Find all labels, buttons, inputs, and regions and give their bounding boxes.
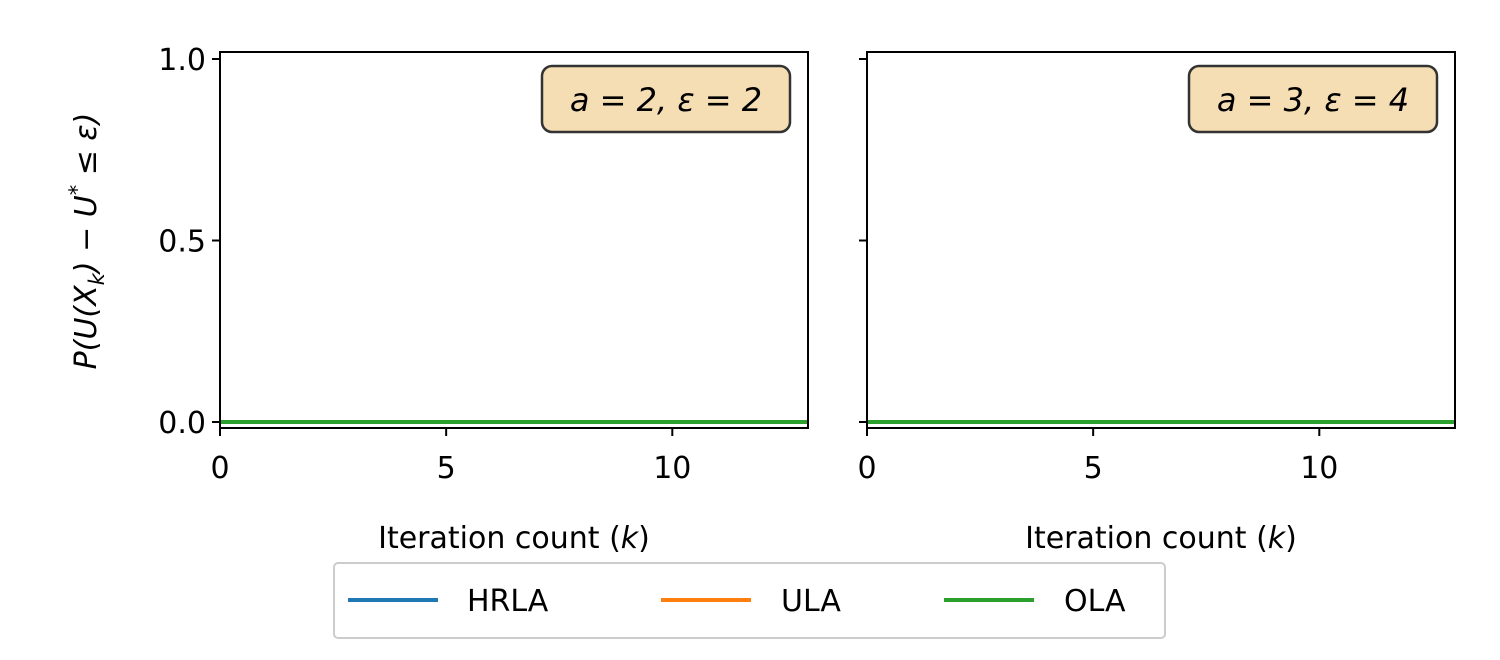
annotation-text: a = 3, ε = 4 [1217, 81, 1409, 119]
x-tick-label: 10 [1300, 451, 1338, 486]
legend-label-ola: OLA [1064, 584, 1126, 619]
x-tick-label: 5 [1084, 451, 1103, 486]
annotation-box [1187, 64, 1439, 134]
x-tick-label: 0 [857, 451, 876, 486]
x-axis-label: Iteration count (k) [378, 521, 650, 556]
x-axis-label: Iteration count (k) [1025, 521, 1297, 556]
annotation-text: a = 2, ε = 2 [570, 81, 762, 119]
legend-label-hrla: HRLA [467, 584, 549, 619]
y-tick-label: 0.0 [158, 406, 206, 441]
x-tick-label: 5 [437, 451, 456, 486]
subplot-left: 0 5 10 0.0 0.5 1.0 Iteration count (k) a = 2, ε… [158, 43, 809, 556]
annotation-box [540, 64, 792, 134]
legend: HRLA ULA OLA [333, 562, 1166, 639]
legend-label-ula: ULA [781, 584, 841, 619]
x-tick-label: 10 [653, 451, 691, 486]
y-tick-label: 0.5 [158, 225, 206, 260]
y-tick-label: 1.0 [158, 43, 206, 78]
x-tick-label: 0 [210, 451, 229, 486]
y-axis-label: P(U(Xk) − U* ≤ ε) [65, 113, 109, 370]
